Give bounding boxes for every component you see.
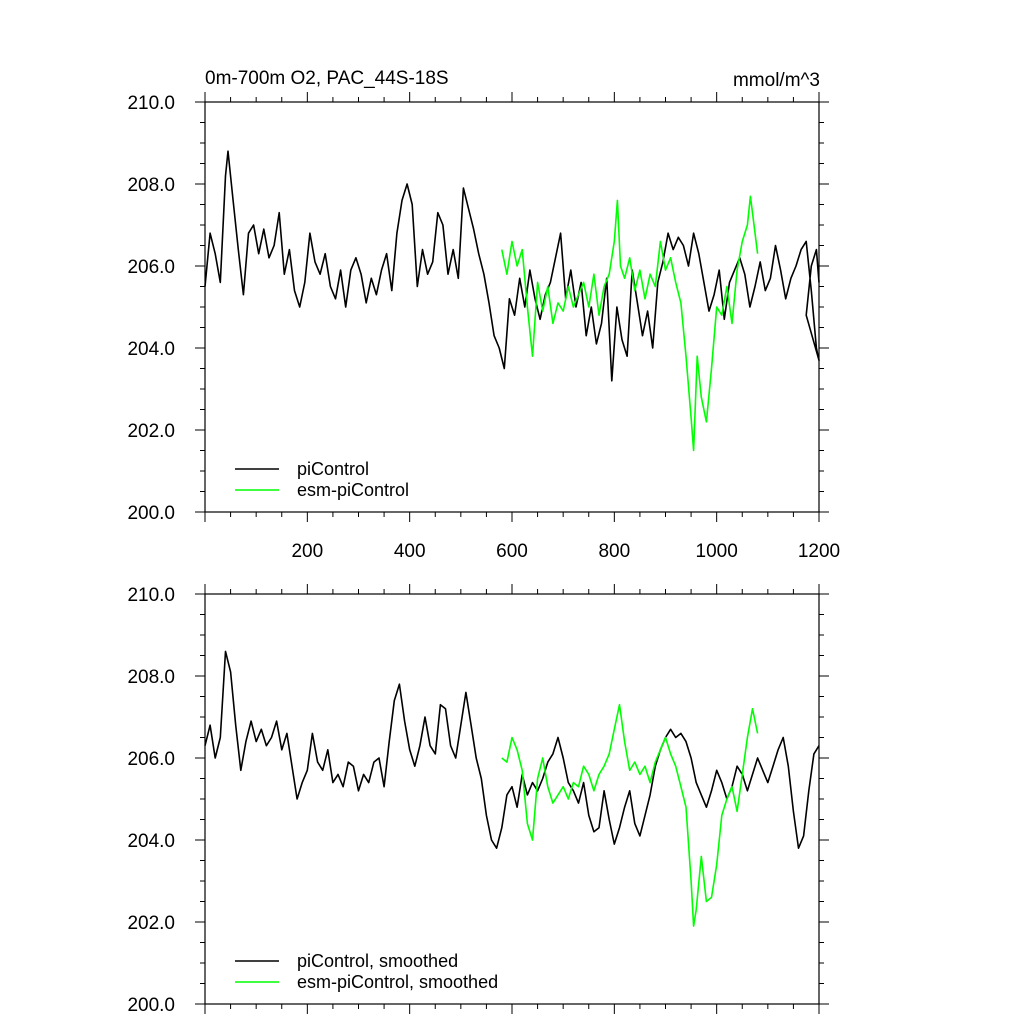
y-tick-label: 204.0 xyxy=(127,831,175,852)
legend-label-picontrol: piControl xyxy=(297,459,369,479)
x-tick-label: 400 xyxy=(394,541,426,562)
y-tick-label: 206.0 xyxy=(127,749,175,770)
series-line-esm-picontrol xyxy=(501,195,759,452)
y-tick-label: 210.0 xyxy=(127,93,175,114)
series-line-picontrol-smoothed xyxy=(204,650,820,849)
top-title: 0m-700m O2, PAC_44S-18S xyxy=(205,68,449,89)
x-tick-label: 1200 xyxy=(798,541,840,562)
bottom-x-axis xyxy=(204,584,820,1014)
x-tick-label: 600 xyxy=(496,541,528,562)
series-line-picontrol xyxy=(204,150,820,382)
y-tick-label: 206.0 xyxy=(127,257,175,278)
y-tick-label: 200.0 xyxy=(127,995,175,1016)
top-series xyxy=(204,150,820,452)
x-tick-label: 800 xyxy=(598,541,630,562)
legend-label-esm-picontrol: esm-piControl xyxy=(297,480,409,500)
top-legend: piControl esm-piControl xyxy=(235,459,409,500)
top-y-axis: 200.0 202.0 204.0 206.0 208.0 210.0 xyxy=(127,93,829,524)
top-units: mmol/m^3 xyxy=(733,70,820,91)
bottom-panel: 200.0 202.0 204.0 206.0 208.0 210.0 piControl… xyxy=(127,584,829,1016)
legend-label-picontrol-smoothed: piControl, smoothed xyxy=(297,951,458,971)
top-x-axis: 200 400 600 800 1000 1200 xyxy=(204,92,840,562)
top-panel: 0m-700m O2, PAC_44S-18S mmol/m^3 200.020… xyxy=(127,68,840,562)
y-tick-label: 200.0 xyxy=(127,503,175,524)
y-tick-label: 202.0 xyxy=(127,421,175,442)
bottom-y-axis: 200.0 202.0 204.0 206.0 208.0 210.0 xyxy=(127,585,829,1016)
x-tick-label: 200 xyxy=(291,541,323,562)
series-line-esm-picontrol-smoothed xyxy=(501,703,759,927)
y-tick-label: 208.0 xyxy=(127,175,175,196)
bottom-series xyxy=(204,650,820,927)
y-tick-label: 210.0 xyxy=(127,585,175,606)
y-tick-label: 204.0 xyxy=(127,339,175,360)
legend-label-esm-picontrol-smoothed: esm-piControl, smoothed xyxy=(297,972,498,992)
y-tick-label: 208.0 xyxy=(127,667,175,688)
x-tick-label: 1000 xyxy=(696,541,738,562)
y-tick-label: 202.0 xyxy=(127,913,175,934)
bottom-legend: piControl, smoothed esm-piControl, smoot… xyxy=(235,951,498,992)
